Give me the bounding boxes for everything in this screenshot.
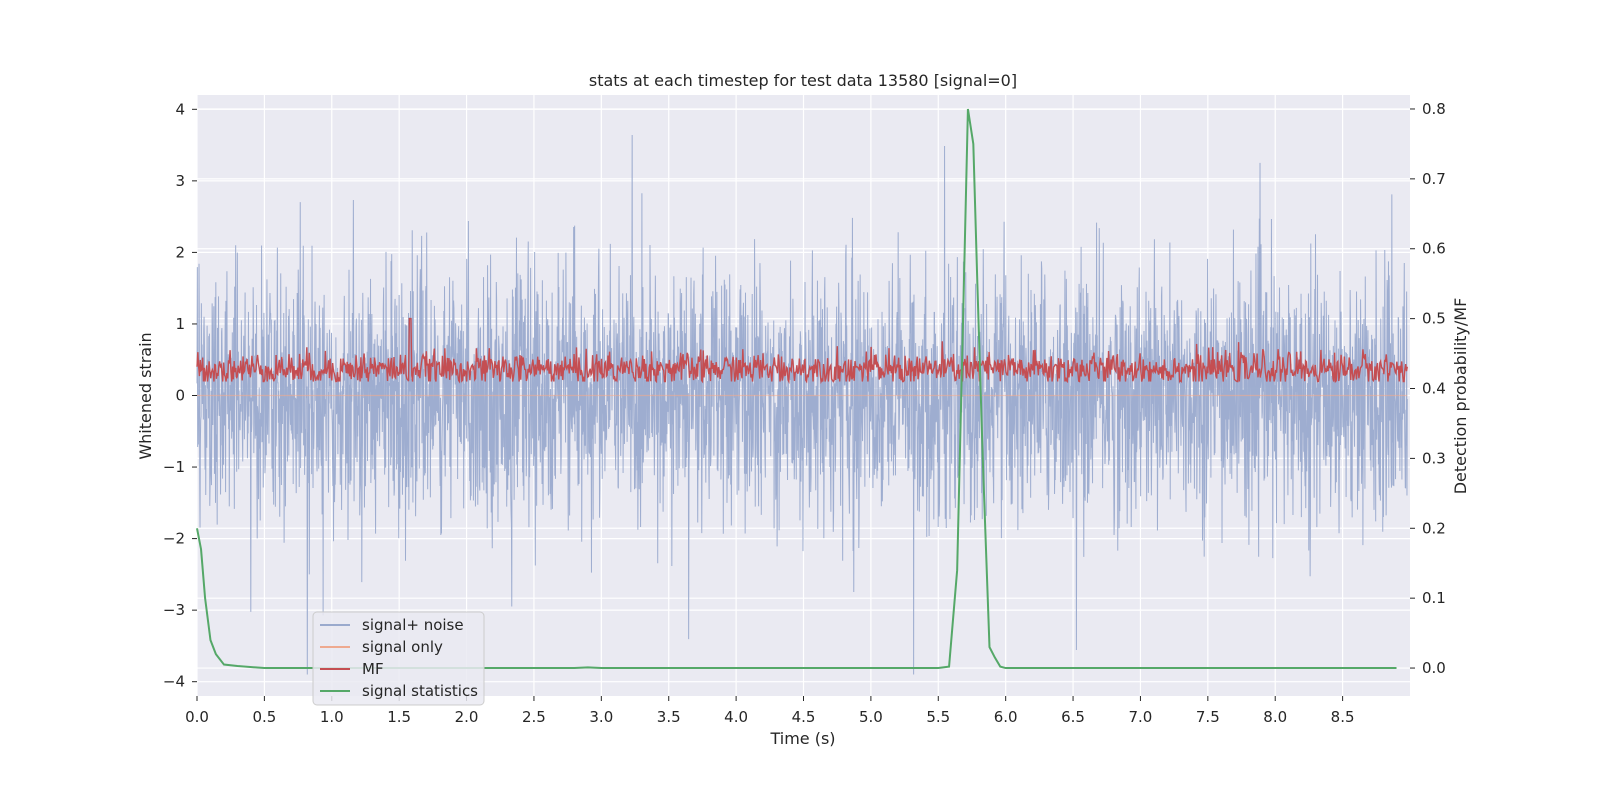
legend-frame (312, 611, 485, 706)
y-right-tick-label: 0.6 (1422, 240, 1446, 258)
y-right-tick-label: 0.8 (1422, 100, 1446, 118)
y-right-tick-label: 0.2 (1422, 519, 1446, 537)
y-tick-label: −2 (163, 530, 185, 548)
x-tick-label: 3.0 (589, 708, 613, 726)
y-right-tick-label: 0.3 (1422, 449, 1446, 467)
y-axis-ticks: 4 3 2 1 0 −1 −2 −3 −4 (163, 100, 197, 691)
x-axis-label: Time (s) (769, 729, 835, 748)
y-tick-label: 0 (175, 387, 185, 405)
y-tick-label: −4 (163, 673, 185, 691)
y-axis-label: Whitened strain (136, 332, 155, 459)
x-tick-label: 6.5 (1061, 708, 1085, 726)
y-right-tick-label: 0.0 (1422, 659, 1446, 677)
x-tick-label: 1.0 (320, 708, 344, 726)
x-tick-label: 0.5 (252, 708, 276, 726)
y-tick-label: 2 (175, 243, 185, 261)
y-right-tick-label: 0.4 (1422, 380, 1446, 398)
y-right-axis-ticks: 0.8 0.7 0.6 0.5 0.4 0.3 0.2 0.1 0.0 (1410, 100, 1446, 677)
mf-line (196, 317, 1408, 385)
x-tick-label: 4.5 (792, 708, 816, 726)
x-tick-label: 2.5 (522, 708, 546, 726)
y-right-axis-label: Detection probability/MF (1451, 298, 1470, 495)
series-signal-statistics (196, 108, 1397, 670)
x-tick-label: 8.5 (1331, 708, 1355, 726)
y-tick-label: 3 (175, 172, 185, 190)
x-tick-label: 7.0 (1129, 708, 1153, 726)
x-axis-ticks: 0.0 0.5 1.0 1.5 2.0 2.5 3.0 3.5 4.0 4.5 5.0 5.5 6.0 6… (185, 696, 1355, 726)
y-tick-label: 4 (175, 100, 185, 118)
series-mf (196, 317, 1408, 385)
x-tick-label: 5.5 (926, 708, 950, 726)
x-tick-label: 6.0 (994, 708, 1018, 726)
legend-label-signal-noise: signal+ noise (362, 616, 464, 634)
x-tick-label: 0.0 (185, 708, 209, 726)
y-tick-label: 1 (175, 315, 185, 333)
series-signal-noise (196, 134, 1408, 675)
y-right-tick-label: 0.1 (1422, 589, 1446, 607)
legend-label-signal-only: signal only (362, 638, 443, 656)
legend-label-mf: MF (362, 660, 384, 678)
x-tick-label: 5.0 (859, 708, 883, 726)
y-right-tick-label: 0.7 (1422, 170, 1446, 188)
legend: signal+ noise signal only MF signal stat… (312, 611, 485, 706)
signal-noise-line (196, 134, 1408, 675)
legend-label-signal-statistics: signal statistics (362, 682, 478, 700)
signal-statistics-line (196, 108, 1397, 670)
y-right-tick-label: 0.5 (1422, 310, 1446, 328)
x-tick-label: 4.0 (724, 708, 748, 726)
y-tick-label: −1 (163, 458, 185, 476)
x-tick-label: 3.5 (657, 708, 681, 726)
x-tick-label: 1.5 (387, 708, 411, 726)
x-tick-label: 8.0 (1263, 708, 1287, 726)
y-tick-label: −3 (163, 601, 185, 619)
x-tick-label: 7.5 (1196, 708, 1220, 726)
chart-title: stats at each timestep for test data 135… (589, 71, 1017, 90)
x-tick-label: 2.0 (455, 708, 479, 726)
